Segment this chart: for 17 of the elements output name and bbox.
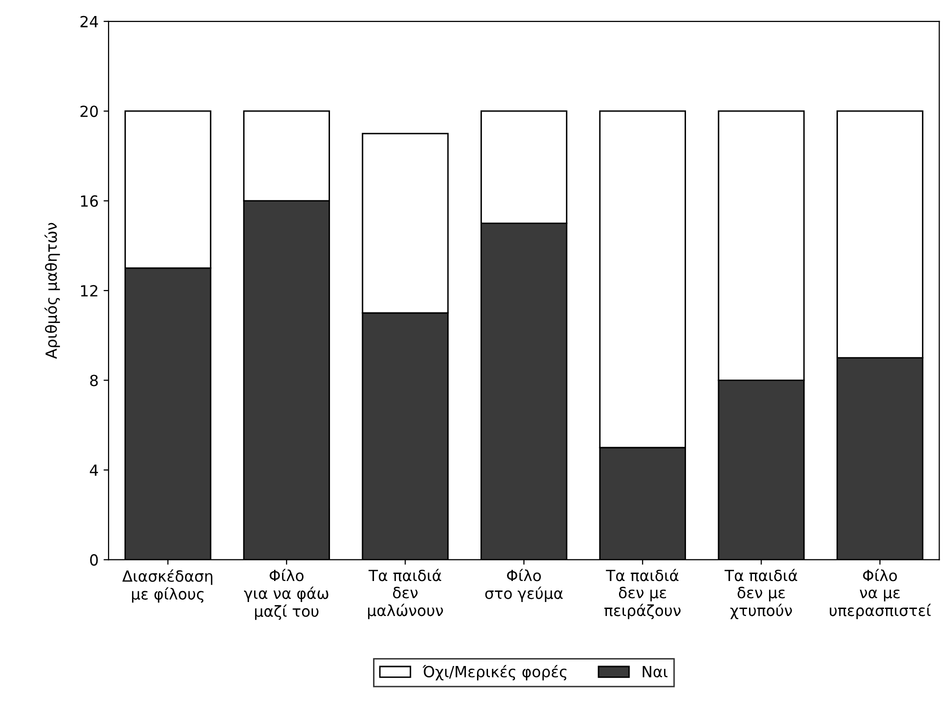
x-tick-label: Φίλο να με υπερασπιστεί xyxy=(830,568,931,620)
legend-label: Ναι xyxy=(642,666,668,678)
x-tick-label: Διασκέδαση με φίλους xyxy=(122,569,212,603)
y-tick-label: 20 xyxy=(80,106,98,118)
y-tick-label: 0 xyxy=(90,554,98,566)
y-tick-label: 8 xyxy=(90,374,98,386)
x-tick-label: Τα παιδιά δεν με πειράζουν xyxy=(604,568,681,620)
x-tick-label: Τα παιδιά δεν μαλώνουν xyxy=(368,568,443,620)
y-tick-label: 4 xyxy=(90,464,98,476)
y-tick-label: 12 xyxy=(81,285,98,296)
y-tick-label: 16 xyxy=(81,195,98,207)
x-tick-label: Τα παιδιά δεν με χτυπούν xyxy=(724,568,798,620)
x-tick-label: Φίλο για να φάω μαζί του xyxy=(244,568,328,620)
y-tick-label: 24 xyxy=(80,16,98,28)
legend-label: Όχι/Μερικές φορές xyxy=(422,664,566,680)
y-axis-title: Αριθμός μαθητών xyxy=(44,222,60,359)
x-tick-label: Φίλο στο γεύμα xyxy=(485,568,563,602)
